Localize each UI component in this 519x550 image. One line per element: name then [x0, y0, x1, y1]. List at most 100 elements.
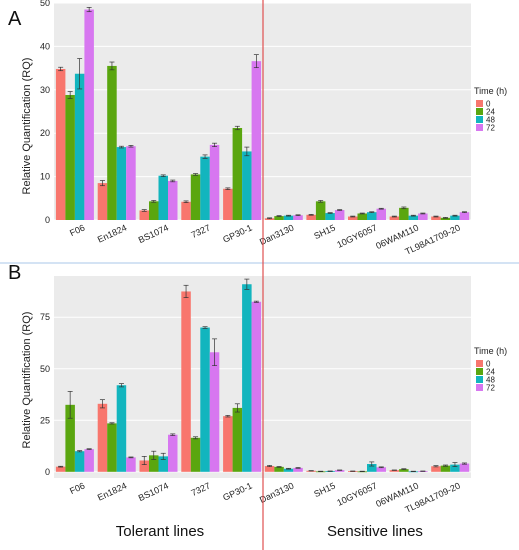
error-bar-a-bs1074-48	[160, 174, 166, 177]
legend-swatch-b-0	[476, 360, 483, 367]
error-bar-a-tl98a1709-20-0	[433, 215, 439, 218]
error-bar-b-dan3130-72	[295, 467, 301, 469]
error-bar-b-f06-24	[67, 391, 73, 419]
plot-bg-a-right	[263, 3, 471, 220]
y-tick-label-a-1: 10	[40, 172, 50, 182]
bar-a-06wam110-24	[399, 207, 409, 220]
bar-b-gp30-1-24	[232, 407, 243, 472]
bar-a-7327-24	[190, 174, 201, 220]
bar-b-en1824-24	[107, 423, 117, 472]
x-tick-labels-b: F06 En1824 BS1074 7327 GP30-1 Dan3130 SH1510GY…	[68, 481, 462, 515]
bars-a	[55, 6, 470, 221]
bar-a-f06-0	[55, 68, 66, 220]
legend-label-a-24: 24	[486, 108, 495, 117]
bar-a-en1824-24	[107, 65, 117, 221]
y-tick-label-a-4: 40	[40, 41, 50, 51]
legend-swatch-a-0	[476, 100, 483, 107]
error-bar-a-gp30-1-48	[244, 146, 250, 157]
error-bar-a-gp30-1-0	[225, 187, 231, 190]
panel-a: A Relative Quantification (RQ) 0 10 20 30 40…	[8, 0, 507, 257]
bar-a-bs1074-24	[149, 201, 159, 220]
bar-b-tl98a1709-20-48	[450, 464, 460, 472]
legend-label-b-48: 48	[486, 376, 495, 385]
error-bar-b-bs1074-0	[141, 456, 147, 465]
bar-b-7327-72	[209, 352, 220, 472]
error-bar-a-dan3130-72	[295, 214, 301, 217]
y-tick-label-b-2: 50	[40, 364, 50, 374]
y-tick-label-b-0: 0	[45, 467, 50, 477]
bar-b-dan3130-24	[274, 466, 284, 472]
y-tick-label-a-2: 20	[40, 128, 50, 138]
x-tick-label-b-sh15: SH15	[312, 481, 337, 500]
bar-a-06wam110-72	[418, 213, 428, 220]
error-bar-b-bs1074-72	[170, 433, 176, 436]
bar-b-dan3130-0	[264, 466, 275, 472]
x-tick-labels-a: F06 En1824 BS1074 7327 GP30-1 Dan3130 SH1510GY…	[68, 223, 462, 257]
error-bar-a-tl98a1709-20-24	[442, 217, 448, 219]
bar-b-10gy6057-72	[376, 467, 386, 472]
bar-b-10gy6057-48	[367, 463, 377, 472]
x-tick-label-a-dan3130: Dan3130	[258, 223, 295, 248]
error-bar-b-en1824-72	[128, 456, 134, 459]
bar-a-dan3130-72	[293, 215, 303, 220]
legend-swatch-a-72	[476, 124, 483, 131]
error-bar-b-7327-72	[212, 338, 218, 367]
error-bar-b-7327-48	[202, 326, 208, 329]
panel-letter-b: B	[8, 262, 21, 284]
bar-a-tl98a1709-20-24	[440, 217, 451, 220]
error-bar-b-f06-72	[86, 448, 92, 450]
x-tick-label-a-7327: 7327	[189, 223, 211, 241]
x-tick-label-b-dan3130: Dan3130	[258, 481, 295, 506]
error-bar-b-tl98a1709-20-72	[461, 462, 467, 465]
x-tick-label-a-f06: F06	[68, 223, 86, 239]
error-bar-a-tl98a1709-20-72	[461, 211, 467, 213]
bar-a-f06-48	[74, 73, 85, 220]
plot-bg-b-right	[263, 276, 471, 478]
bar-b-en1824-72	[126, 457, 136, 472]
y-tick-label-a-5: 50	[40, 0, 50, 8]
bar-a-dan3130-0	[264, 218, 275, 220]
bar-b-bs1074-72	[168, 434, 178, 472]
legend-swatch-a-24	[476, 108, 483, 115]
legend-label-b-72: 72	[486, 384, 495, 393]
bar-a-f06-24	[65, 95, 75, 220]
x-tick-label-b-7327: 7327	[189, 481, 211, 499]
error-bar-b-bs1074-48	[160, 452, 166, 460]
error-bar-b-dan3130-0	[267, 465, 273, 468]
error-bar-a-f06-72	[86, 6, 92, 13]
group-label-sensitive: Sensitive lines	[327, 523, 423, 540]
error-bar-b-10gy6057-72	[378, 466, 384, 469]
bar-b-7327-0	[181, 291, 191, 472]
error-bar-a-tl98a1709-20-48	[452, 214, 458, 217]
bar-a-sh15-72	[334, 210, 345, 220]
x-tick-label-a-gp30-1: GP30-1	[221, 223, 253, 245]
error-bar-a-bs1074-24	[151, 200, 157, 203]
bar-b-gp30-1-72	[251, 301, 262, 472]
bar-a-tl98a1709-20-0	[431, 216, 441, 220]
error-bar-b-gp30-1-24	[234, 403, 240, 413]
legend-swatch-b-24	[476, 368, 483, 375]
error-bar-b-06wam110-24	[401, 468, 407, 470]
bar-b-06wam110-24	[399, 469, 409, 472]
legend-label-b-24: 24	[486, 368, 495, 377]
x-tick-label-b-10gy6057: 10GY6057	[335, 481, 378, 508]
bar-a-gp30-1-48	[242, 151, 252, 220]
error-bar-b-tl98a1709-20-24	[442, 464, 448, 467]
bar-b-tl98a1709-20-72	[459, 463, 470, 472]
bar-b-f06-72	[84, 449, 94, 472]
panel-letter-a: A	[8, 8, 22, 30]
legend-title-b: Time (h)	[474, 346, 507, 356]
legend-label-a-0: 0	[486, 100, 491, 109]
bar-b-bs1074-0	[139, 460, 149, 472]
bar-a-10gy6057-24	[357, 213, 367, 220]
bar-b-tl98a1709-20-0	[431, 466, 441, 472]
error-bar-a-en1824-24	[109, 61, 115, 71]
bar-a-bs1074-0	[139, 210, 149, 220]
bar-b-06wam110-0	[389, 470, 400, 472]
error-bar-a-dan3130-24	[276, 215, 282, 217]
error-bar-a-7327-24	[193, 173, 199, 176]
bar-a-f06-72	[84, 9, 94, 221]
bar-b-gp30-1-0	[223, 416, 233, 472]
bar-a-dan3130-24	[274, 216, 284, 220]
